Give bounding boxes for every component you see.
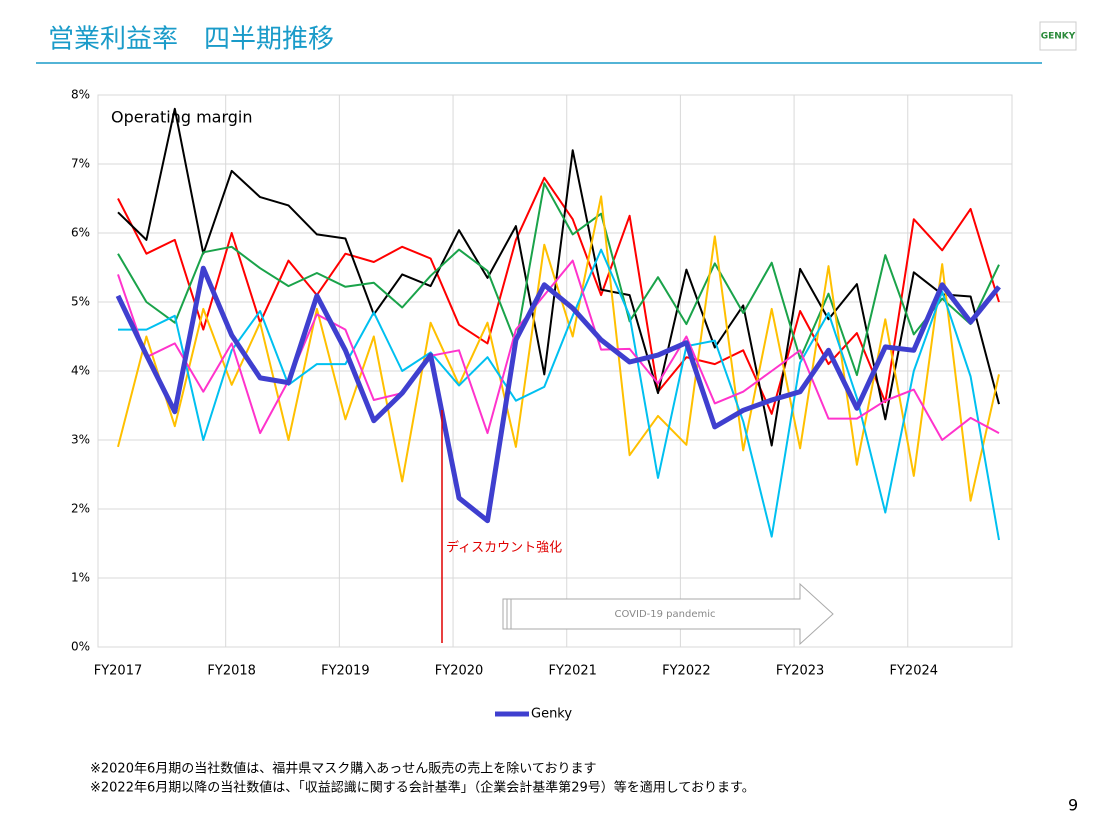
footnote: ※2020年6月期の当社数値は、福井県マスク購入あっせん販売の売上を除いておりま…	[90, 761, 596, 777]
chart-title: Operating margin	[111, 108, 253, 127]
y-tick-label: 2%	[71, 502, 90, 516]
y-tick-label: 1%	[71, 571, 90, 585]
y-tick-label: 6%	[71, 226, 90, 240]
series-line	[117, 176, 1000, 415]
series-layer	[115, 107, 1001, 541]
x-tick-label: FY2019	[321, 664, 370, 679]
series-line	[117, 182, 1000, 377]
y-tick-label: 3%	[71, 433, 90, 447]
x-tick-label: FY2023	[776, 664, 825, 679]
x-tick-label: FY2021	[548, 664, 597, 679]
x-tick-label: FY2017	[94, 664, 143, 679]
covid-arrow	[502, 582, 834, 646]
logo: GENKY	[1041, 32, 1076, 42]
y-tick-label: 7%	[71, 157, 90, 171]
y-tick-label: 8%	[71, 88, 90, 102]
x-tick-label: FY2024	[890, 664, 939, 679]
annotation: ディスカウント強化	[446, 540, 562, 556]
legend-label: Genky	[531, 707, 572, 722]
y-tick-label: 4%	[71, 364, 90, 378]
footnote: ※2022年6月期以降の当社数値は、「収益認識に関する会計基準」（企業会計基準第…	[90, 780, 755, 796]
slide-title: 営業利益率 四半期推移	[48, 25, 334, 55]
series-line	[117, 195, 1000, 502]
page-number: 9	[1068, 796, 1078, 815]
x-tick-label: FY2018	[207, 664, 256, 679]
series-line	[115, 265, 1001, 524]
series-line	[118, 248, 1000, 541]
y-tick-label: 5%	[71, 295, 90, 309]
logo-box	[1039, 21, 1077, 51]
series-line	[117, 259, 1000, 441]
x-tick-label: FY2022	[662, 664, 711, 679]
x-tick-label: FY2020	[435, 664, 484, 679]
series-line	[117, 107, 1000, 447]
y-tick-label: 0%	[71, 640, 90, 654]
annotation: COVID-19 pandemic	[614, 609, 715, 620]
